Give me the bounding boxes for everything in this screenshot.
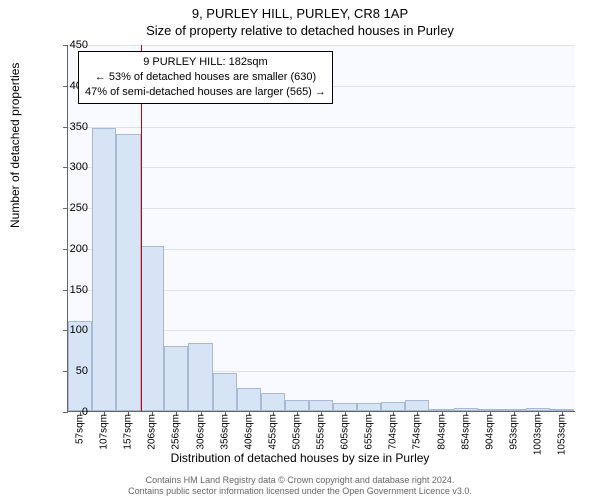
annotation-line3: 47% of semi-detached houses are larger (… [85,85,326,100]
y-tick-label: 250 [58,202,88,214]
histogram-bar [309,400,333,411]
grid-line [68,208,575,209]
y-axis-label: Number of detached properties [8,63,22,228]
histogram-bar [285,400,309,411]
x-tick-label: 356sqm [219,411,230,450]
y-tick-label: 50 [58,365,88,377]
histogram-bar [116,134,140,411]
annotation-line2: ← 53% of detached houses are smaller (63… [85,70,326,85]
x-tick-label: 206sqm [147,411,158,450]
chart-container: 9, PURLEY HILL, PURLEY, CR8 1AP Size of … [0,0,600,500]
x-tick-label: 1003sqm [532,411,543,455]
histogram-bar [405,400,429,411]
histogram-bar [357,403,381,411]
footer-attribution: Contains HM Land Registry data © Crown c… [0,475,600,498]
x-tick-label: 605sqm [340,411,351,450]
x-tick-label: 953sqm [508,411,519,450]
histogram-bar [188,343,212,411]
histogram-bar [333,403,357,411]
histogram-bar [261,393,285,411]
y-tick-label: 0 [58,406,88,418]
histogram-bar [237,388,261,411]
x-tick-label: 555sqm [316,411,327,450]
y-tick-label: 450 [58,39,88,51]
chart-title-address: 9, PURLEY HILL, PURLEY, CR8 1AP [0,0,600,21]
x-tick-label: 406sqm [243,411,254,450]
x-tick-label: 804sqm [436,411,447,450]
chart-subtitle: Size of property relative to detached ho… [0,21,600,38]
y-tick-label: 100 [58,324,88,336]
x-tick-label: 754sqm [412,411,423,450]
x-tick-label: 505sqm [291,411,302,450]
x-tick-label: 157sqm [123,411,134,450]
grid-line [68,45,575,46]
annotation-box: 9 PURLEY HILL: 182sqm ← 53% of detached … [78,51,333,104]
y-tick-label: 200 [58,243,88,255]
histogram-bar [164,346,188,411]
x-tick-label: 107sqm [99,411,110,450]
histogram-bar [381,402,405,411]
x-tick-label: 455sqm [267,411,278,450]
y-tick-label: 300 [58,161,88,173]
x-tick-label: 306sqm [195,411,206,450]
x-tick-label: 655sqm [364,411,375,450]
y-tick-label: 150 [58,284,88,296]
footer-line1: Contains HM Land Registry data © Crown c… [0,475,600,487]
histogram-bar [92,128,116,411]
x-tick-label: 1053sqm [556,411,567,455]
histogram-bar [141,246,165,411]
plot-region: 9 PURLEY HILL: 182sqm ← 53% of detached … [67,45,575,412]
x-tick-label: 904sqm [484,411,495,450]
y-tick-label: 350 [58,121,88,133]
footer-line2: Contains public sector information licen… [0,486,600,498]
grid-line [68,127,575,128]
x-tick-label: 854sqm [460,411,471,450]
x-axis-label: Distribution of detached houses by size … [0,451,600,465]
grid-line [68,167,575,168]
histogram-bar [213,373,237,411]
annotation-line1: 9 PURLEY HILL: 182sqm [85,55,326,70]
x-tick-label: 704sqm [388,411,399,450]
x-tick-label: 256sqm [171,411,182,450]
